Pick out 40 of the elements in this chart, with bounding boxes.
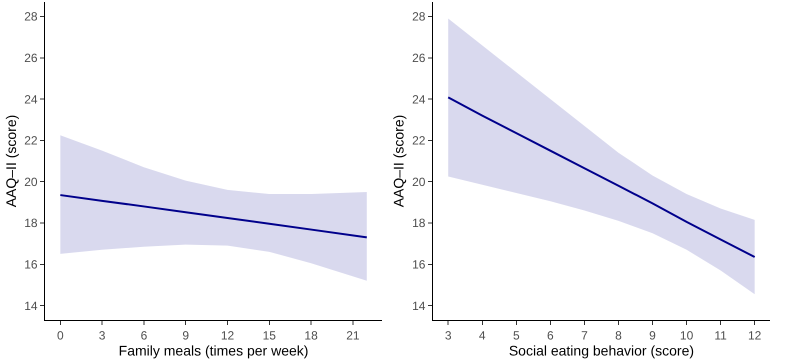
y-tick-label: 16 <box>412 257 426 272</box>
x-tick-label: 6 <box>547 328 554 342</box>
x-tick-label: 15 <box>262 328 276 342</box>
y-tick-label: 28 <box>412 10 426 24</box>
y-tick-label: 18 <box>412 216 426 230</box>
x-tick-label: 8 <box>615 328 622 342</box>
x-tick-label: 10 <box>680 328 694 342</box>
y-tick-label: 20 <box>24 174 38 189</box>
y-tick-label: 18 <box>24 216 38 230</box>
x-axis-title: Social eating behavior (score) <box>508 342 694 359</box>
x-tick-label: 4 <box>478 328 486 342</box>
x-tick-label: 7 <box>581 328 588 342</box>
line-series <box>447 96 756 258</box>
y-tick-label: 20 <box>412 174 426 189</box>
x-tick-label: 18 <box>304 328 318 342</box>
y-tick-label: 24 <box>24 92 38 106</box>
y-axis-title: AAQ–II (score) <box>2 114 19 208</box>
x-tick-label: 6 <box>140 328 148 342</box>
y-tick-label: 24 <box>412 92 426 106</box>
x-axis-title: Family meals (times per week) <box>118 342 308 359</box>
y-tick-label: 26 <box>412 50 426 65</box>
x-tick-label: 3 <box>444 328 452 342</box>
x-tick-label: 3 <box>98 328 106 342</box>
line-series <box>59 194 368 238</box>
y-tick-label: 14 <box>24 298 38 313</box>
y-tick-label: 22 <box>24 134 38 148</box>
y-axis-title: AAQ–II (score) <box>390 114 407 208</box>
x-tick-label: 11 <box>714 328 728 342</box>
y-tick-label: 22 <box>412 134 426 148</box>
y-tick-label: 14 <box>412 298 426 313</box>
x-tick-label: 9 <box>182 328 190 342</box>
x-tick-label: 12 <box>748 328 762 342</box>
y-tick-label: 26 <box>24 50 38 65</box>
x-tick-label: 12 <box>220 328 234 342</box>
x-tick-label: 9 <box>649 328 656 342</box>
y-tick-label: 16 <box>24 257 38 272</box>
x-tick-label: 21 <box>346 328 360 342</box>
x-tick-label: 5 <box>512 328 520 342</box>
y-tick-label: 28 <box>24 10 38 24</box>
x-tick-label: 0 <box>56 328 64 342</box>
